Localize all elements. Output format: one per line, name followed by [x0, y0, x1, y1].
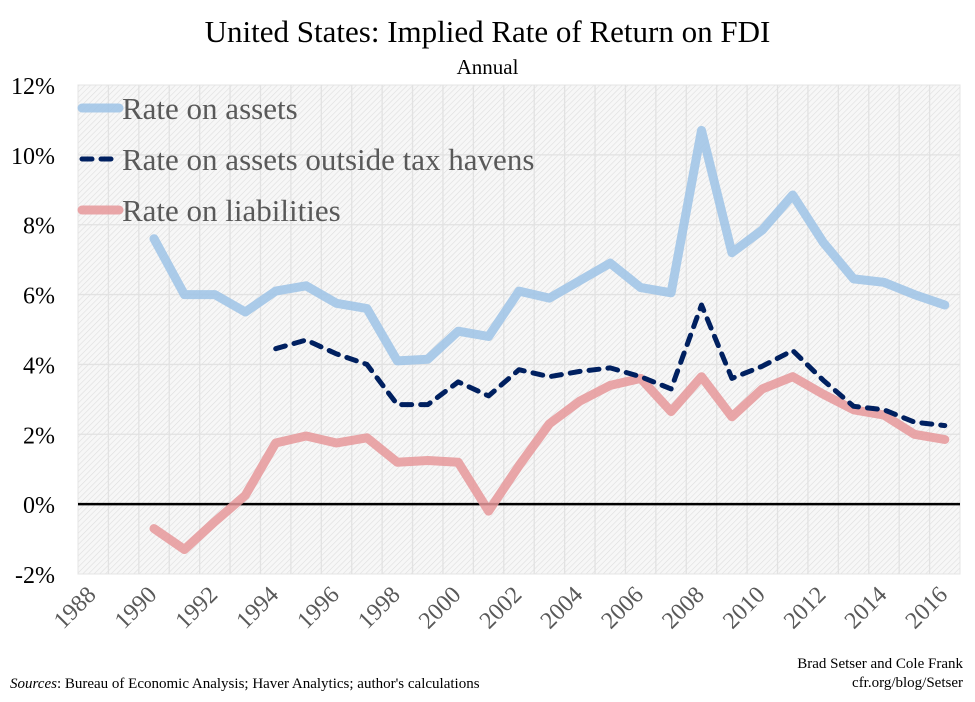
legend-label: Rate on assets outside tax havens — [122, 142, 534, 177]
legend-label: Rate on liabilities — [122, 193, 341, 228]
x-tick-label: 1996 — [292, 582, 344, 634]
x-tick-label: 2004 — [536, 582, 588, 634]
sources-text: : Bureau of Economic Analysis; Haver Ana… — [56, 676, 480, 692]
x-tick-label: 1992 — [171, 582, 223, 634]
series-line-rate-outside-tax-havens — [273, 302, 948, 429]
sources-label: Sources — [10, 676, 57, 692]
x-tick-label: 2010 — [718, 582, 770, 634]
y-tick-label: 2% — [23, 423, 55, 449]
chart-title: United States: Implied Rate of Return on… — [204, 14, 771, 49]
x-tick-label: 1988 — [49, 582, 101, 634]
x-tick-label: 1998 — [353, 582, 405, 634]
y-tick-label: -2% — [15, 563, 55, 589]
x-tick-label: 2008 — [657, 582, 709, 634]
series-line-rate-on-liabilities — [149, 372, 950, 554]
credit-url: cfr.org/blog/Setser — [852, 675, 963, 691]
y-tick-label: 6% — [23, 284, 55, 310]
y-tick-label: 12% — [11, 74, 55, 100]
x-tick-label: 2012 — [779, 582, 831, 634]
plot-area — [77, 84, 961, 575]
x-tick-label: 2002 — [475, 582, 527, 634]
x-tick-label: 2006 — [597, 582, 649, 634]
legend-label: Rate on assets — [122, 91, 298, 126]
sources-note: Sources: Bureau of Economic Analysis; Ha… — [10, 676, 480, 693]
x-tick-label: 2000 — [414, 582, 466, 634]
x-tick-label: 1994 — [232, 582, 284, 634]
y-tick-label: 8% — [23, 214, 55, 240]
credit-authors: Brad Setser and Cole Frank — [797, 656, 963, 672]
y-tick-label: 10% — [11, 144, 55, 170]
y-tick-label: 4% — [23, 353, 55, 379]
x-tick-label: 2016 — [901, 582, 953, 634]
chart-subtitle: Annual — [456, 55, 519, 79]
series-line-rate-on-assets — [149, 125, 950, 366]
x-tick-label: 1990 — [110, 582, 162, 634]
x-tick-label: 2014 — [840, 582, 892, 634]
credit: Brad Setser and Cole Frank cfr.org/blog/… — [797, 655, 963, 693]
y-tick-label: 0% — [23, 493, 55, 519]
